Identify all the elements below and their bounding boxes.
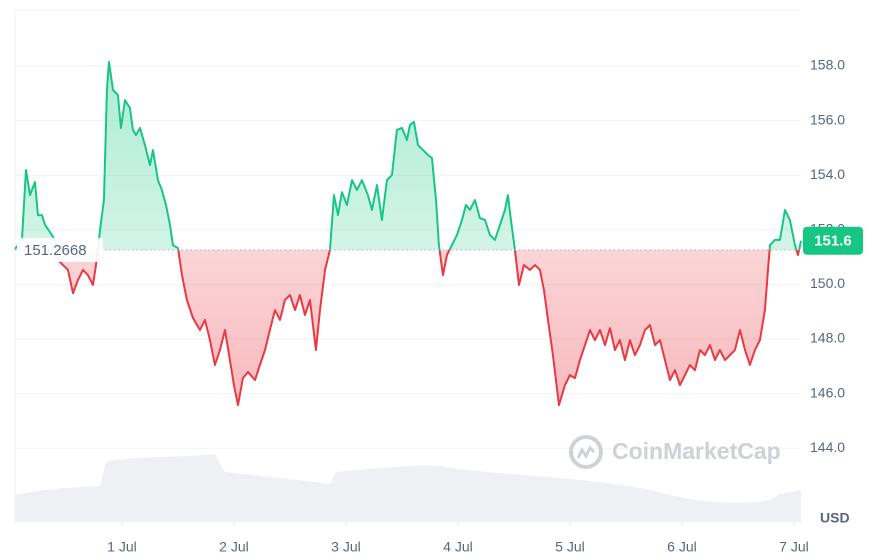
watermark-logo [569,435,603,469]
plot-frame [14,9,801,522]
y-tick-label: 158.0 [810,57,845,73]
line-up [14,60,802,250]
x-tick-label: 7 Jul [779,539,809,555]
y-tick-label: 150.0 [810,275,845,291]
area-down [15,249,801,406]
area-up [15,61,801,250]
volume-area [15,454,801,522]
watermark-text: CoinMarketCap [612,438,781,464]
last-price-label: 151.6 [814,233,852,250]
y-tick-label: 154.0 [810,166,845,182]
y-tick-label: 144.0 [810,439,845,455]
x-tick-label: 4 Jul [443,539,473,555]
labels: 144.0146.0148.0150.0152.0154.0156.0158.0… [17,57,863,555]
watermark-logo-mark [576,445,596,459]
watermark: CoinMarketCap [569,435,781,469]
y-tick-label: 156.0 [810,111,845,127]
x-tick-label: 1 Jul [107,539,137,555]
baseline-label: 151.2668 [24,242,87,259]
y-tick-label: 146.0 [810,384,845,400]
baseline-label-box [17,237,103,262]
y-tick-label: 148.0 [810,330,845,346]
x-tick-label: 5 Jul [555,539,585,555]
series [14,60,802,407]
x-tick-label: 6 Jul [667,539,697,555]
unit-label: USD [820,510,850,526]
last-price-box [803,226,863,255]
x-tick-label: 2 Jul [219,539,249,555]
line-down [56,249,801,407]
x-tick-label: 3 Jul [331,539,361,555]
